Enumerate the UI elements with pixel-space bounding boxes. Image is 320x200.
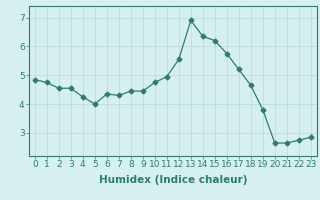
X-axis label: Humidex (Indice chaleur): Humidex (Indice chaleur) [99,175,247,185]
